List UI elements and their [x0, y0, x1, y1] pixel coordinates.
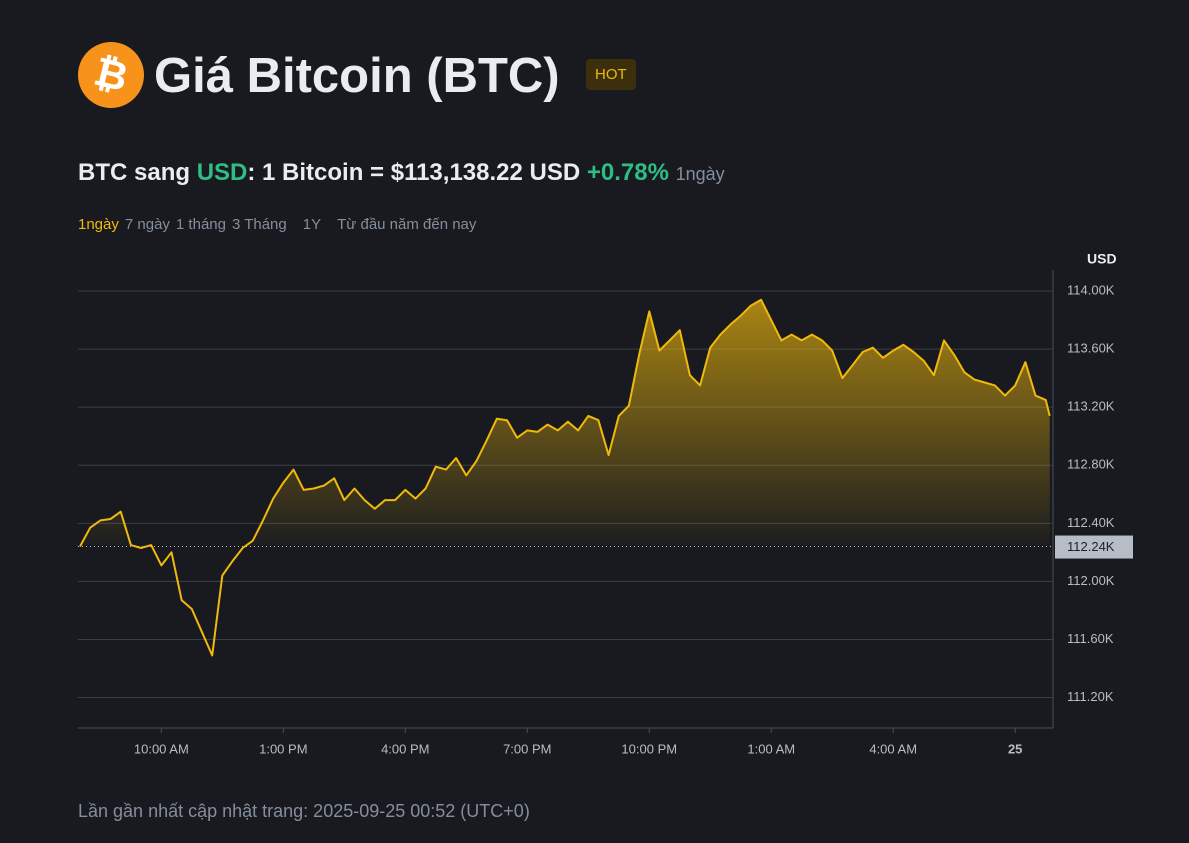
- hot-badge: HOT: [586, 59, 636, 90]
- x-tick-label: 1:00 PM: [259, 741, 307, 756]
- period-tab[interactable]: 1ngày: [78, 216, 119, 233]
- period-tab[interactable]: 1Y: [302, 216, 322, 233]
- period-tab[interactable]: 3 Tháng: [231, 216, 287, 233]
- price-line: [79, 298, 1051, 657]
- price-line: BTC sang USD: 1 Bitcoin = $113,138.22 US…: [78, 159, 725, 187]
- x-tick-label: 10:00 AM: [134, 741, 189, 756]
- period-tab[interactable]: 1 tháng: [175, 216, 226, 233]
- y-unit: USD: [1087, 251, 1117, 267]
- page-title: Giá Bitcoin (BTC): [154, 49, 560, 103]
- y-tick-label: 114.00K: [1067, 282, 1115, 297]
- price-prefix: BTC sang: [78, 159, 191, 186]
- price-area: [80, 299, 1050, 547]
- price-period: 1ngày: [675, 164, 725, 184]
- price-equation: : 1 Bitcoin = $113,138.22 USD: [247, 159, 581, 186]
- y-tick-label: 113.60K: [1067, 341, 1115, 356]
- x-tick-label: 7:00 PM: [503, 741, 551, 756]
- x-tick-label: 4:00 PM: [381, 741, 429, 756]
- price-change: +0.78%: [586, 159, 669, 186]
- y-tick-label: 112.00K: [1067, 573, 1115, 588]
- y-tick-label: 111.60K: [1067, 631, 1114, 646]
- y-tick-label: 112.80K: [1067, 457, 1115, 472]
- period-tab[interactable]: Từ đầu năm đến nay: [337, 216, 477, 233]
- period-tab[interactable]: 7 ngày: [124, 216, 170, 233]
- y-tick-label: 111.20K: [1067, 689, 1114, 704]
- baseline-label: 112.24K: [1067, 539, 1115, 554]
- x-tick-label: 10:00 PM: [621, 741, 677, 756]
- period-tabs: 1ngày 7 ngày 1 tháng 3 Tháng 1Y Từ đầu năm đế…: [78, 216, 476, 233]
- x-tick-label: 1:00 AM: [747, 741, 795, 756]
- x-tick-label: 25: [1008, 741, 1022, 756]
- x-tick-label: 4:00 AM: [869, 741, 917, 756]
- last-updated: Lần gần nhất cập nhật trang: 2025-09-25 …: [78, 801, 530, 821]
- baseline-label-box: [1055, 535, 1133, 559]
- price-currency[interactable]: USD: [196, 159, 248, 186]
- y-tick-label: 112.40K: [1067, 515, 1115, 530]
- y-tick-label: 113.20K: [1067, 399, 1115, 414]
